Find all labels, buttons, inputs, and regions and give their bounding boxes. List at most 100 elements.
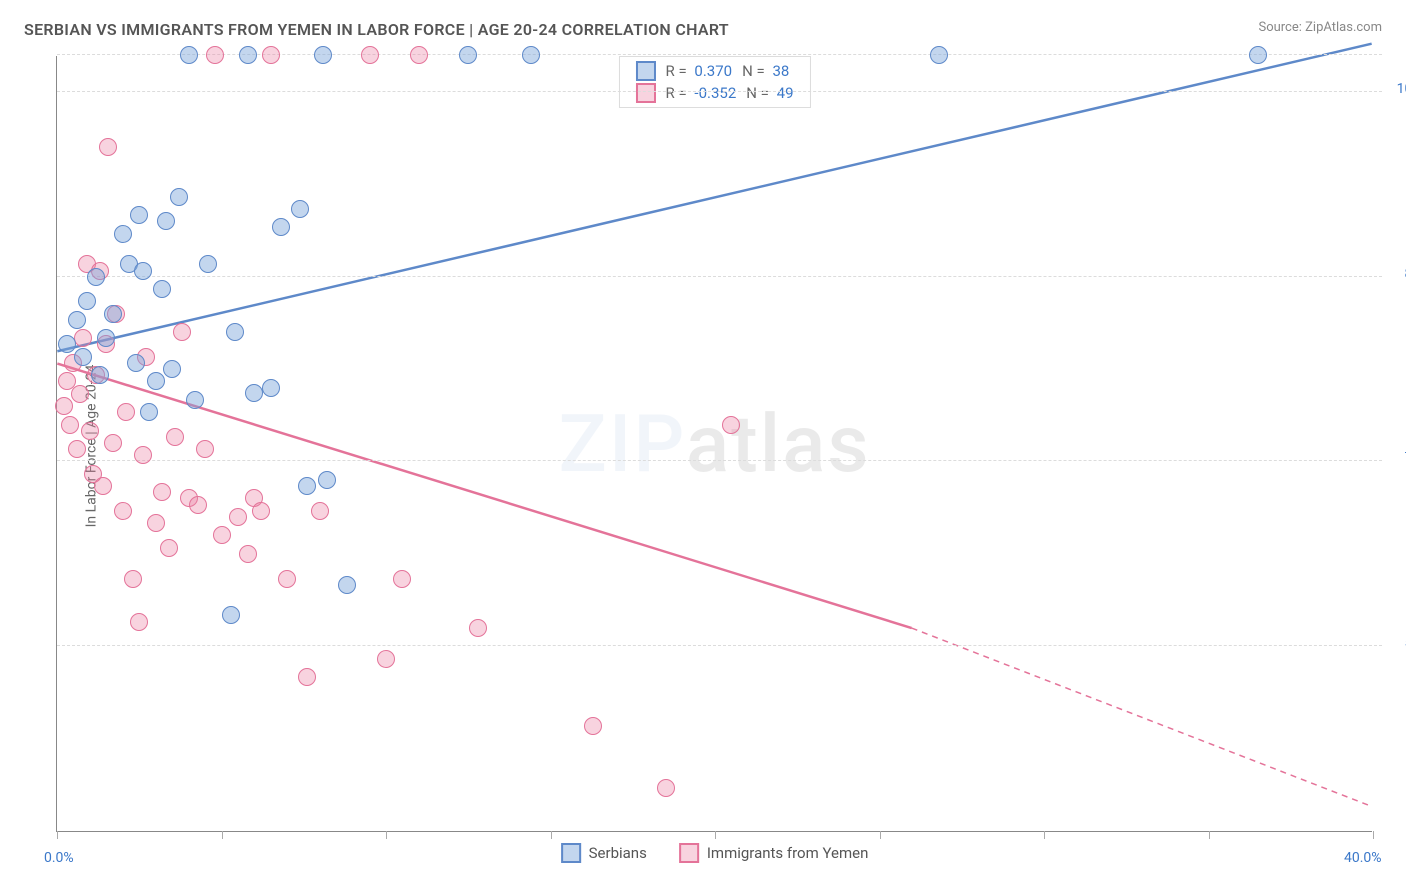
data-point [114,225,132,243]
data-point [311,502,329,520]
y-tick-label: 85.0% [1382,266,1406,282]
y-tick-label: 100.0% [1382,81,1406,97]
data-point [84,465,102,483]
x-tick [222,831,223,839]
data-point [78,255,96,273]
data-point [140,403,158,421]
x-tick [715,831,716,839]
data-point [55,397,73,415]
trend-lines [57,56,1372,831]
gridline [57,460,1382,461]
correlation-legend: R = 0.370 N = 38 R = -0.352 N = 49 [618,56,810,108]
data-point [361,46,379,64]
data-point [278,570,296,588]
data-point [522,46,540,64]
gridline [57,645,1382,646]
data-point [130,613,148,631]
chart-container: SERBIAN VS IMMIGRANTS FROM YEMEN IN LABO… [0,0,1406,892]
x-tick [1209,831,1210,839]
data-point [1249,46,1267,64]
x-tick [386,831,387,839]
legend-row-pink: R = -0.352 N = 49 [635,83,793,103]
gridline [57,54,1382,55]
data-point [91,366,109,384]
data-point [153,280,171,298]
data-point [393,570,411,588]
data-point [134,262,152,280]
data-point [213,526,231,544]
data-point [94,477,112,495]
data-point [657,779,675,797]
data-point [127,354,145,372]
data-point [180,489,198,507]
data-point [173,323,191,341]
x-tick-0: 0.0% [44,850,74,866]
data-point [153,483,171,501]
data-point [137,348,155,366]
x-tick [57,831,58,839]
data-point [338,576,356,594]
data-point [229,508,247,526]
data-point [170,188,188,206]
data-point [291,200,309,218]
data-point [930,46,948,64]
data-point [157,212,175,230]
data-point [186,391,204,409]
data-point [226,323,244,341]
x-tick-40: 40.0% [1344,850,1382,866]
chart-title: SERBIAN VS IMMIGRANTS FROM YEMEN IN LABO… [24,20,729,39]
data-point [91,262,109,280]
data-point [120,255,138,273]
data-point [99,138,117,156]
data-point [58,372,76,390]
y-tick-label: 55.0% [1382,635,1406,651]
data-point [104,305,122,323]
data-point [318,471,336,489]
data-point [97,335,115,353]
data-point [163,360,181,378]
data-point [239,46,257,64]
data-point [166,428,184,446]
data-point [68,311,86,329]
data-point [68,440,86,458]
swatch-blue-bottom [561,843,581,863]
data-point [147,372,165,390]
data-point [71,385,89,403]
legend-label-pink: Immigrants from Yemen [707,844,869,862]
data-point [160,539,178,557]
data-point [410,46,428,64]
data-point [117,403,135,421]
x-tick [1044,831,1045,839]
data-point [87,268,105,286]
data-point [61,416,79,434]
data-point [377,650,395,668]
legend-item-blue: Serbians [561,843,647,863]
data-point [245,384,263,402]
data-point [252,502,270,520]
gridline [57,276,1382,277]
data-point [584,717,602,735]
data-point [245,489,263,507]
data-point [124,570,142,588]
r-label-pink: R = -0.352 [665,84,736,102]
data-point [206,46,224,64]
data-point [81,422,99,440]
data-point [78,292,96,310]
watermark-zip: ZIP [559,397,687,491]
data-point [314,46,332,64]
data-point [272,218,290,236]
data-point [180,46,198,64]
data-point [722,416,740,434]
legend-item-pink: Immigrants from Yemen [679,843,869,863]
swatch-pink-bottom [679,843,699,863]
data-point [239,545,257,563]
y-tick-label: 70.0% [1382,450,1406,466]
data-point [469,619,487,637]
swatch-blue [635,61,655,81]
x-tick [551,831,552,839]
data-point [262,379,280,397]
data-point [107,305,125,323]
data-point [199,255,217,273]
n-label-blue: N = 38 [742,62,789,80]
data-point [97,329,115,347]
